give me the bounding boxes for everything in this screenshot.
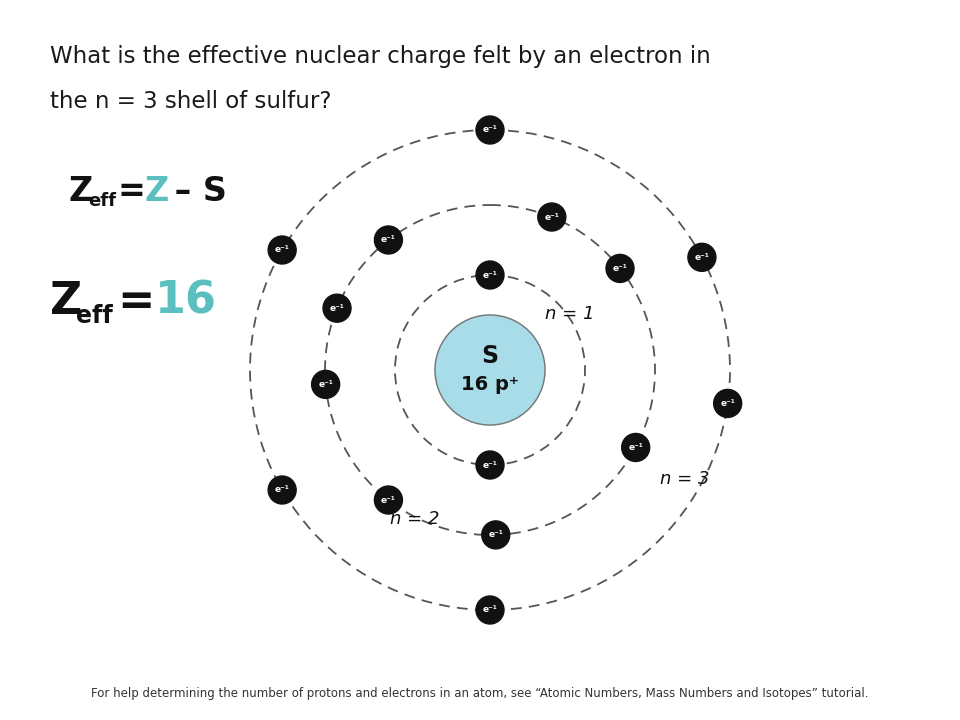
Text: e⁻¹: e⁻¹ [489, 531, 503, 539]
Circle shape [323, 294, 351, 322]
Text: e⁻¹: e⁻¹ [694, 253, 709, 262]
Circle shape [268, 236, 296, 264]
Circle shape [713, 390, 742, 418]
Circle shape [435, 315, 545, 425]
Circle shape [476, 596, 504, 624]
Circle shape [622, 433, 650, 462]
Circle shape [312, 370, 340, 398]
Text: e⁻¹: e⁻¹ [483, 271, 497, 279]
Circle shape [538, 203, 565, 231]
Circle shape [606, 254, 634, 282]
Text: e⁻¹: e⁻¹ [612, 264, 628, 273]
Text: e⁻¹: e⁻¹ [483, 461, 497, 469]
Circle shape [482, 521, 510, 549]
Text: e⁻¹: e⁻¹ [720, 399, 735, 408]
Text: the n = 3 shell of sulfur?: the n = 3 shell of sulfur? [50, 90, 331, 113]
Text: e⁻¹: e⁻¹ [319, 380, 333, 389]
Text: n = 2: n = 2 [390, 510, 440, 528]
Text: Z: Z [145, 175, 169, 208]
Text: Z: Z [68, 175, 92, 208]
Text: e⁻¹: e⁻¹ [275, 246, 290, 254]
Text: e⁻¹: e⁻¹ [483, 125, 497, 135]
Text: 16: 16 [155, 280, 217, 323]
Text: – S: – S [163, 175, 227, 208]
Text: 16 p⁺: 16 p⁺ [461, 374, 519, 394]
Text: =: = [118, 280, 171, 323]
Text: e⁻¹: e⁻¹ [381, 495, 396, 505]
Circle shape [268, 476, 296, 504]
Text: =: = [118, 175, 157, 208]
Text: n = 1: n = 1 [545, 305, 594, 323]
Circle shape [476, 261, 504, 289]
Circle shape [476, 451, 504, 479]
Text: e⁻¹: e⁻¹ [381, 235, 396, 245]
Text: S: S [481, 344, 498, 368]
Text: What is the effective nuclear charge felt by an electron in: What is the effective nuclear charge fel… [50, 45, 710, 68]
Text: Z: Z [50, 280, 83, 323]
Text: e⁻¹: e⁻¹ [544, 212, 559, 222]
Text: eff: eff [76, 304, 112, 328]
Text: e⁻¹: e⁻¹ [628, 443, 643, 452]
Text: e⁻¹: e⁻¹ [483, 606, 497, 614]
Circle shape [688, 243, 716, 271]
Circle shape [476, 116, 504, 144]
Circle shape [374, 226, 402, 254]
Text: n = 3: n = 3 [660, 470, 709, 488]
Text: e⁻¹: e⁻¹ [329, 304, 345, 312]
Text: For help determining the number of protons and electrons in an atom, see “Atomic: For help determining the number of proto… [91, 687, 869, 700]
Text: e⁻¹: e⁻¹ [275, 485, 290, 495]
Text: eff: eff [88, 192, 116, 210]
Circle shape [374, 486, 402, 514]
